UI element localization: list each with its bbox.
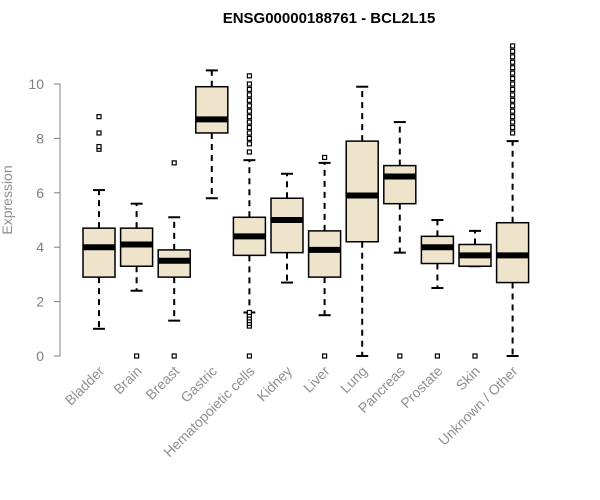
outlier-point: [246, 130, 252, 136]
outlier-point: [171, 160, 177, 166]
outlier-point: [510, 124, 516, 131]
outlier-point: [246, 309, 252, 316]
outlier-point: [510, 48, 516, 54]
boxes-group: [82, 43, 530, 359]
outlier-point: [246, 124, 252, 131]
box-brain: [119, 202, 154, 359]
outlier-point: [246, 92, 252, 98]
outlier-point: [246, 135, 252, 141]
outlier-point: [246, 114, 252, 120]
outlier-point: [510, 75, 516, 82]
box-skin: [458, 229, 492, 359]
outlier-point: [134, 353, 140, 359]
outlier-point: [510, 92, 516, 98]
outlier-point: [510, 119, 516, 125]
x-tick-label-bladder: Bladder: [62, 363, 108, 409]
box-kidney: [270, 172, 304, 284]
outlier-point: [246, 86, 252, 93]
outlier-point: [434, 353, 440, 359]
outlier-point: [322, 353, 328, 359]
iqr-box: [82, 227, 116, 278]
outlier-point: [510, 114, 516, 120]
box-gastric: [195, 69, 229, 200]
outlier-point: [246, 353, 252, 359]
outlier-point: [246, 108, 252, 114]
outlier-point: [246, 81, 252, 87]
outlier-point: [510, 70, 516, 76]
box-pancreas: [383, 121, 417, 359]
box-prostate: [420, 219, 455, 359]
outlier-point: [246, 73, 252, 79]
outlier-point: [510, 103, 516, 109]
outlier-point: [510, 43, 516, 49]
y-tick-label: 0: [36, 348, 44, 364]
y-tick-label: 2: [36, 294, 44, 310]
x-tick-label-lung: Lung: [337, 363, 370, 396]
x-tick-label-breast: Breast: [142, 363, 182, 403]
outlier-point: [246, 103, 252, 109]
box-breast: [157, 160, 191, 359]
y-tick-label: 4: [36, 239, 44, 255]
outlier-point: [246, 97, 252, 103]
outlier-point: [96, 143, 102, 150]
outlier-point: [510, 130, 516, 136]
iqr-box: [383, 164, 417, 205]
x-tick-label-skin: Skin: [453, 363, 484, 394]
box-liver: [307, 154, 342, 359]
box-bladder: [82, 114, 116, 330]
outlier-point: [322, 154, 328, 161]
outlier-point: [96, 130, 102, 136]
outlier-point: [510, 86, 516, 93]
outlier-point: [510, 81, 516, 87]
iqr-box: [307, 230, 342, 278]
outlier-point: [171, 353, 177, 359]
chart-title: ENSG00000188761 - BCL2L15: [223, 10, 436, 27]
outlier-point: [510, 59, 516, 65]
outlier-point: [246, 119, 252, 125]
box-hematopoietic-cells: [232, 73, 267, 359]
box-unknown-other: [495, 43, 530, 357]
outlier-point: [510, 54, 516, 60]
outlier-point: [510, 97, 516, 103]
x-tick-label-liver: Liver: [300, 363, 333, 396]
y-axis: 0 2 4 6 8 10: [28, 76, 61, 364]
outlier-point: [472, 353, 478, 359]
x-tick-label-prostate: Prostate: [397, 363, 445, 411]
outlier-point: [246, 141, 252, 147]
outlier-point: [96, 114, 102, 120]
y-tick-label: 6: [36, 185, 44, 201]
iqr-box: [195, 85, 229, 134]
y-tick-label: 8: [36, 130, 44, 146]
iqr-box: [345, 140, 379, 243]
iqr-box: [270, 197, 304, 254]
outlier-point: [510, 65, 516, 71]
outlier-point: [246, 149, 252, 155]
y-axis-label: Expression: [0, 165, 15, 234]
outlier-point: [510, 108, 516, 114]
x-tick-label-kidney: Kidney: [254, 363, 296, 405]
x-tick-label-brain: Brain: [110, 363, 144, 397]
box-lung: [345, 85, 379, 357]
y-tick-label: 10: [28, 76, 44, 92]
outlier-point: [397, 353, 403, 359]
